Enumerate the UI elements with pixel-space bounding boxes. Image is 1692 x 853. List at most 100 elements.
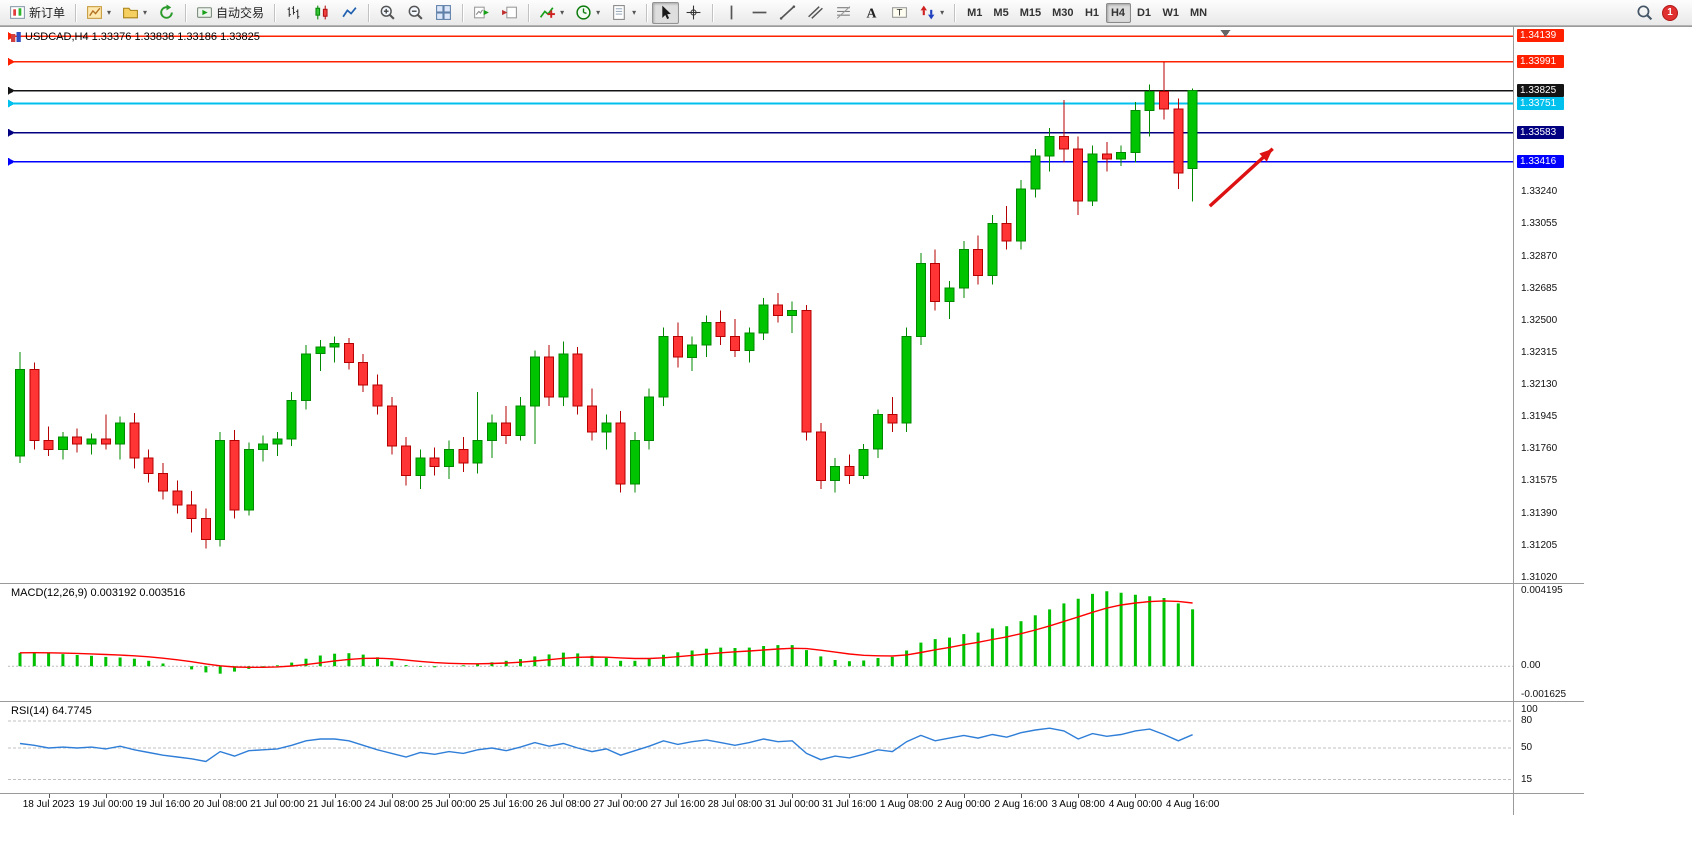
- timeframe-button-w1[interactable]: W1: [1162, 6, 1180, 19]
- candlestick-chart-button[interactable]: [308, 2, 335, 24]
- horizontal-line-button[interactable]: [746, 2, 773, 24]
- cursor-button[interactable]: [652, 1, 680, 24]
- auto-scroll-button[interactable]: [468, 2, 495, 24]
- time-tick: [792, 794, 794, 798]
- candle-body: [215, 440, 226, 541]
- candle-body: [1101, 153, 1112, 160]
- trend-arrow[interactable]: [1208, 147, 1274, 208]
- trend-arrow-head[interactable]: [1259, 148, 1273, 162]
- timeframe-button-mn[interactable]: MN: [1190, 6, 1208, 19]
- candle-body: [200, 518, 211, 541]
- candle-body: [401, 445, 412, 476]
- autotrading-button[interactable]: 自动交易: [191, 2, 269, 24]
- tile-windows-button[interactable]: [430, 2, 457, 24]
- vertical-line-icon: [723, 4, 740, 21]
- candle-body: [1144, 91, 1155, 112]
- price-tag-1.33416: 1.33416: [1517, 154, 1564, 168]
- price-tick: 1.32685: [1521, 282, 1558, 294]
- refresh-button[interactable]: [153, 2, 180, 24]
- rsi-panel-canvas[interactable]: [8, 703, 1513, 793]
- candle-body: [272, 438, 283, 445]
- fibonacci-button[interactable]: [830, 2, 857, 24]
- timeframe-button-m30[interactable]: M30: [1052, 6, 1074, 19]
- toolbar-separator: [646, 3, 648, 22]
- time-tick: [849, 794, 851, 798]
- time-label: 19 Jul 16:00: [135, 799, 191, 810]
- templates-button[interactable]: ▾: [606, 2, 641, 24]
- time-axis[interactable]: 18 Jul 2023 19 Jul 00:00 19 Jul 16:00 20 Ju…: [0, 794, 1584, 816]
- candle-body: [72, 436, 83, 445]
- channel-button[interactable]: [802, 2, 829, 24]
- new-chart-icon: [86, 4, 103, 21]
- panel-separator[interactable]: [0, 701, 1584, 702]
- price-tick: 1.31205: [1521, 539, 1558, 551]
- text-icon: A: [863, 4, 880, 21]
- candle-body: [343, 342, 354, 363]
- chevron-down-icon: ▾: [143, 8, 148, 17]
- time-tick: [1192, 794, 1194, 798]
- crosshair-button[interactable]: [680, 2, 707, 24]
- time-tick: [334, 794, 336, 798]
- timeframe-button-m1[interactable]: M1: [967, 6, 983, 19]
- svg-text:T: T: [897, 7, 903, 18]
- line-chart-button[interactable]: [336, 2, 363, 24]
- time-tick: [105, 794, 107, 798]
- price-scale[interactable]: 1.33240 1.33055 1.32870 1.32685 1.32500 1.323…: [1514, 27, 1692, 815]
- zoom-in-button[interactable]: [374, 2, 401, 24]
- text-button[interactable]: A: [858, 2, 885, 24]
- rsi-scale-tick: 50: [1521, 742, 1533, 753]
- candle-body: [1173, 108, 1184, 174]
- timeframe-button-h4[interactable]: H4: [1105, 2, 1131, 23]
- candle-body: [744, 332, 755, 351]
- candle-body: [730, 335, 740, 351]
- zoom-out-icon: [407, 4, 424, 21]
- time-label: 27 Jul 16:00: [650, 799, 706, 810]
- candle-body: [587, 405, 597, 433]
- timeframe-button-m15[interactable]: M15: [1019, 6, 1042, 19]
- bar-chart-button[interactable]: [280, 2, 307, 24]
- time-tick: [48, 794, 50, 798]
- crosshair-icon: [685, 4, 702, 21]
- rsi-scale-tick: 80: [1521, 715, 1533, 726]
- notification-badge[interactable]: 1: [1662, 4, 1678, 21]
- label-button[interactable]: T: [886, 2, 913, 24]
- timeframe-button-h1[interactable]: H1: [1084, 6, 1100, 19]
- trend-arrow-shaft[interactable]: [1208, 147, 1274, 208]
- profiles-button[interactable]: ▾: [117, 2, 152, 24]
- indicators-button[interactable]: ▾: [534, 2, 569, 24]
- candle-body: [15, 368, 25, 457]
- candle-body: [830, 466, 841, 482]
- level-handle: [8, 86, 15, 95]
- time-label: 18 Jul 2023: [22, 799, 75, 810]
- candle-body: [772, 304, 783, 317]
- toolbar: 新订单 ▾ ▾ 自动交易: [0, 0, 1692, 26]
- vertical-line-button[interactable]: [718, 2, 745, 24]
- candle-body: [143, 457, 154, 475]
- timeframe-button-d1[interactable]: D1: [1136, 6, 1152, 19]
- chevron-down-icon: ▾: [632, 8, 637, 17]
- new-order-button[interactable]: 新订单: [4, 2, 70, 24]
- new-chart-button[interactable]: ▾: [81, 2, 116, 24]
- main-chart-canvas[interactable]: [8, 29, 1513, 583]
- chart-shift-button[interactable]: [496, 2, 523, 24]
- chart-shift-marker[interactable]: [1220, 30, 1231, 37]
- search-icon[interactable]: [1636, 4, 1653, 21]
- time-label: 28 Jul 08:00: [707, 799, 763, 810]
- candlestick-chart-icon: [313, 4, 330, 21]
- timeframe-button-m5[interactable]: M5: [993, 6, 1009, 19]
- arrows-button[interactable]: ▾: [914, 2, 949, 24]
- panel-separator[interactable]: [0, 583, 1584, 584]
- bar-chart-icon: [285, 4, 302, 21]
- chevron-down-icon: ▾: [107, 8, 112, 17]
- trendline-button[interactable]: [774, 2, 801, 24]
- macd-panel-canvas[interactable]: [8, 585, 1513, 701]
- price-tick: 1.31760: [1521, 443, 1558, 455]
- time-label: 31 Jul 16:00: [822, 799, 877, 810]
- zoom-out-button[interactable]: [402, 2, 429, 24]
- indicators-icon: [539, 4, 556, 21]
- candle-body: [358, 361, 369, 386]
- candle-body: [930, 263, 941, 303]
- candle-body: [1030, 155, 1041, 190]
- periods-button[interactable]: ▾: [570, 2, 605, 24]
- arrows-icon: [919, 4, 936, 21]
